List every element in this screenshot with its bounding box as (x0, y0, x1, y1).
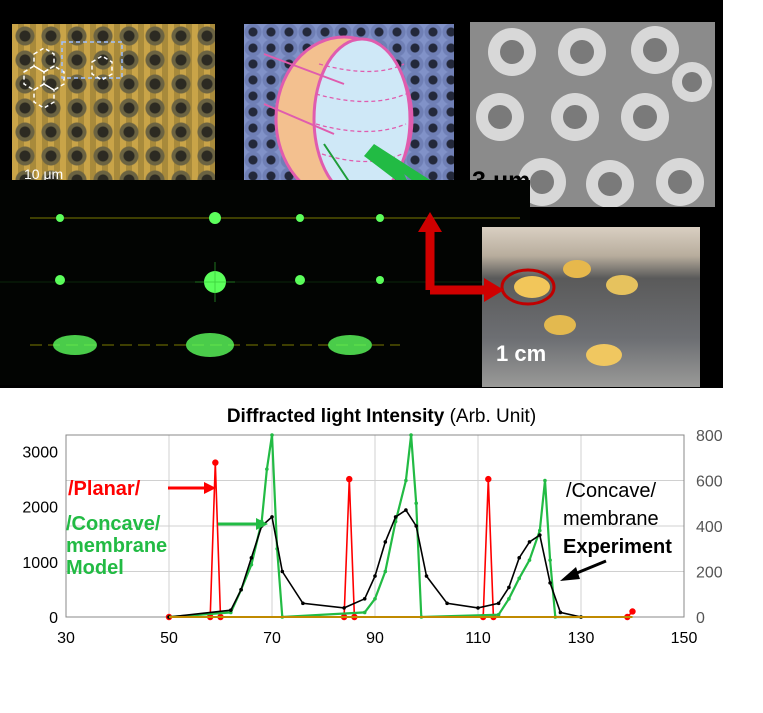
legend-experiment-2: membrane (563, 508, 659, 530)
series-point-3 (445, 601, 449, 606)
series-point-2 (496, 612, 501, 617)
y-left-tick-label: 1000 (22, 555, 58, 572)
legend-concave-model-3: Model (66, 557, 124, 579)
series-point-3 (301, 601, 305, 606)
series-point-3 (229, 608, 233, 612)
legend-experiment-1: /Concave/ (566, 480, 656, 502)
y-right-tick-label: 400 (696, 519, 723, 536)
series-point-2 (373, 597, 377, 601)
series-point-3 (373, 574, 377, 578)
intensity-chart: 30 50 70 90 110 130 150 0 200 400 600 800 0 1000 2000 3… (22, 428, 722, 647)
chart-title: Diffracted light Intensity (Arb. Unit) (0, 406, 763, 428)
series-point-3 (507, 585, 511, 590)
x-tick-label: 130 (568, 630, 595, 647)
series-point-1 (346, 475, 353, 483)
series-point-1 (485, 475, 492, 483)
series-point-2 (404, 478, 408, 483)
y-left-tick-label: 2000 (22, 500, 58, 517)
series-point-3 (424, 574, 429, 578)
x-tick-label: 70 (263, 630, 281, 647)
concave-membrane-illustration (244, 24, 454, 207)
y-right-tick-label: 0 (696, 610, 705, 627)
series-point-2 (409, 433, 413, 437)
series-point-2 (517, 576, 521, 581)
y-left-tick-label: 0 (49, 610, 58, 627)
series-point-2 (548, 558, 552, 562)
series-point-3 (476, 606, 480, 610)
x-tick-label: 50 (160, 630, 178, 647)
x-tick-label: 110 (465, 630, 491, 647)
series-point-3 (239, 587, 243, 592)
series-point-3 (342, 606, 346, 610)
series-point-2 (265, 467, 269, 471)
diffraction-spots (0, 212, 530, 357)
series-point-3 (548, 581, 552, 585)
y-left-tick-label: 3000 (22, 445, 58, 462)
photo-dots (500, 260, 638, 366)
photo-scale-label: 1 cm (496, 341, 547, 366)
series-point-3 (270, 515, 274, 519)
series-point-3 (517, 556, 521, 560)
ticks-layer: 30 50 70 90 110 130 150 0 200 400 600 800 0 1000 2000 3… (22, 428, 722, 647)
chart-title-bold: Diffracted light Intensity (226, 406, 445, 427)
diffraction-pattern-image (0, 180, 530, 385)
series-point-3 (249, 556, 254, 560)
series-point-3 (362, 597, 367, 601)
series-point-3 (558, 610, 563, 615)
series-point-2 (538, 528, 542, 533)
series-point-3 (538, 533, 542, 537)
sample-photo: 1 cm (482, 227, 700, 387)
microscope-image: 10 μm (12, 24, 215, 199)
series-point-3 (527, 540, 532, 544)
series-point-2 (543, 478, 547, 483)
legend-arrows (168, 482, 607, 581)
legend-concave-model-1: /Concave/ (66, 513, 161, 535)
series-point-3 (404, 508, 408, 512)
x-tick-label: 150 (671, 630, 698, 647)
series-point-2 (270, 433, 274, 437)
legend-concave-model-2: membrane (66, 535, 167, 557)
sem-rings (476, 26, 712, 207)
series-point-3 (414, 524, 419, 528)
series-point-2 (527, 558, 532, 562)
series-point-2 (249, 562, 254, 567)
chart-title-rest: (Arb. Unit) (449, 406, 537, 427)
series-point-2 (507, 597, 511, 601)
series-point-2 (383, 569, 388, 574)
series-point-1 (629, 608, 636, 615)
micro-scale-label: 10 μm (24, 166, 64, 182)
series-point-3 (393, 515, 398, 519)
series-point-2 (414, 501, 419, 506)
sem-image (470, 22, 715, 207)
series-point-3 (496, 601, 501, 606)
series-point-3 (280, 569, 285, 574)
series-point-2 (362, 610, 367, 615)
series-point-3 (383, 540, 388, 544)
connector-arrows (418, 212, 504, 302)
y-right-tick-label: 200 (696, 565, 723, 582)
legend-experiment-3: Experiment (563, 536, 672, 558)
x-tick-label: 30 (57, 630, 75, 647)
legend-planar: /Planar/ (68, 478, 141, 500)
y-right-tick-label: 800 (696, 428, 723, 445)
y-right-tick-label: 600 (696, 474, 723, 491)
series-point-1 (212, 459, 219, 466)
x-tick-label: 90 (366, 630, 384, 647)
